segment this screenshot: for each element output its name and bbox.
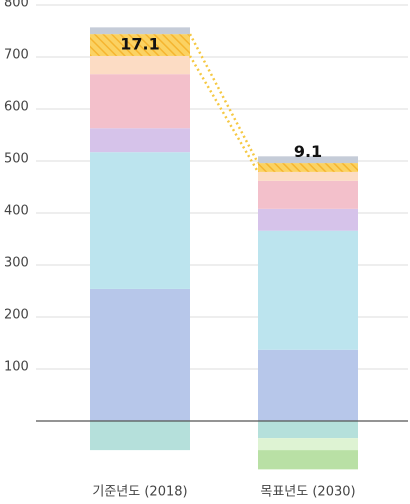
bar-segment	[258, 450, 358, 470]
y-tick-label: 800	[4, 0, 29, 11]
bar-segment	[90, 27, 190, 35]
x-tick-label: 목표년도 (2030)	[260, 485, 355, 500]
y-tick-label: 500	[4, 152, 29, 167]
bar-segment	[90, 288, 190, 421]
bar-segment	[90, 128, 190, 153]
y-tick-label: 100	[4, 360, 29, 375]
bar-segment	[90, 152, 190, 289]
bar-segment	[258, 171, 358, 181]
bar-segment	[258, 180, 358, 209]
bar-segment	[258, 438, 358, 451]
bar-segment	[258, 230, 358, 350]
annotation: 17.1	[120, 35, 159, 54]
bar-segment	[258, 421, 358, 439]
bar-segment	[90, 34, 190, 56]
bar-segment	[258, 208, 358, 231]
annotation: 9.1	[294, 142, 322, 161]
bar-segment	[90, 55, 190, 75]
bar-segment	[258, 349, 358, 421]
bar-segment	[258, 156, 358, 164]
bar-segment	[90, 421, 190, 451]
bar-segment	[90, 74, 190, 129]
connector	[188, 55, 260, 173]
y-tick-label: 600	[4, 100, 29, 115]
y-tick-label: 300	[4, 256, 29, 271]
bar-segment	[258, 163, 358, 172]
y-tick-label: 400	[4, 204, 29, 219]
connector	[188, 33, 260, 164]
y-tick-label: 700	[4, 48, 29, 63]
y-tick-label: 200	[4, 308, 29, 323]
x-tick-label: 기준년도 (2018)	[92, 485, 187, 500]
